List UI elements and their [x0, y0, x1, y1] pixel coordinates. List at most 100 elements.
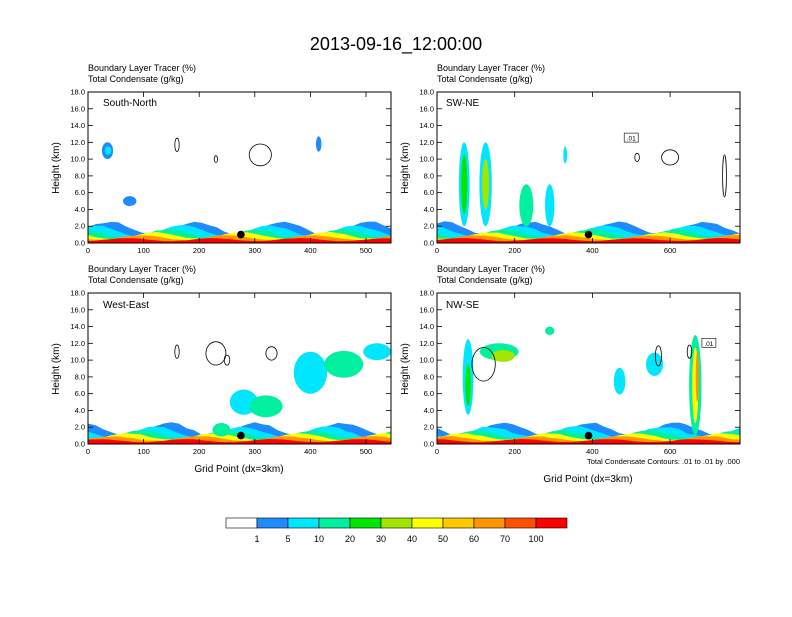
tracer-plume [461, 154, 468, 214]
colorbar-swatch [473, 517, 506, 529]
y-axis-label: Height (km) [400, 142, 411, 194]
tracer-plume [315, 136, 322, 152]
y-tick-label: 10.0 [419, 356, 434, 365]
tracer-plume [545, 326, 555, 335]
colorbar-swatch [318, 517, 351, 529]
contour-label: .01 [627, 136, 636, 143]
tracer-plume [491, 350, 515, 362]
heatmap-layer [437, 326, 740, 444]
contour-note: Total Condensate Contours: .01 to .01 by… [587, 457, 740, 466]
x-tick-label: 400 [586, 246, 599, 255]
panel-label: SW-NE [446, 98, 479, 109]
tracer-plume [249, 395, 283, 418]
y-axis-label: Height (km) [51, 142, 62, 194]
panel-header-line2: Total Condensate (g/kg) [88, 275, 184, 285]
y-tick-label: 4.0 [75, 406, 85, 415]
tracer-band [437, 439, 740, 444]
condensate-contour [223, 354, 231, 366]
colorbar-label: 1 [254, 534, 259, 544]
x-tick-label: 400 [304, 246, 317, 255]
colorbar-swatch [256, 517, 289, 529]
y-tick-label: 14.0 [70, 121, 85, 130]
tracer-plume [613, 367, 626, 395]
y-tick-label: 14.0 [419, 121, 434, 130]
y-tick-label: 2.0 [424, 423, 434, 432]
x-tick-label: 0 [435, 246, 439, 255]
colorbar-label: 70 [500, 534, 510, 544]
x-tick-label: 200 [508, 246, 521, 255]
condensate-contour [205, 341, 227, 366]
panel-south-north: Boundary Layer Tracer (%) Total Condensa… [51, 63, 392, 255]
condensate-contour [248, 143, 272, 167]
tracer-plume [104, 146, 112, 155]
colorbar-swatch [504, 517, 537, 529]
x-tick-label: 100 [137, 447, 150, 456]
y-ticks: 0.0 2.0 4.0 6.0 8.0 10.0 12.0 14.0 16.0 18.0 [419, 289, 740, 449]
condensate-contour [654, 345, 662, 367]
y-tick-label: 6.0 [424, 389, 434, 398]
tracer-plume [482, 159, 490, 210]
plot-frame-overlay [87, 292, 392, 445]
x-tick-label: 200 [193, 246, 206, 255]
condensate-contour [471, 347, 496, 382]
tracer-plume [563, 146, 568, 164]
condensate-contour [174, 344, 180, 359]
tracer-plume [465, 364, 471, 407]
x-tick-label: 300 [249, 246, 262, 255]
contour-label-box [701, 337, 717, 348]
y-ticks: 0.0 2.0 4.0 6.0 8.0 10.0 12.0 14.0 16.0 18.0 [419, 88, 740, 248]
location-marker [237, 431, 245, 440]
y-tick-label: 10.0 [70, 155, 85, 164]
tracer-band [88, 439, 391, 444]
figure-title: 2013-09-16_12:00:00 [310, 34, 482, 55]
colorbar-swatch [287, 517, 320, 529]
plot-frame-overlay [436, 91, 741, 244]
condensate-contour [213, 155, 218, 163]
tracer-plume [519, 184, 534, 227]
panel-header-line1: Boundary Layer Tracer (%) [437, 63, 545, 73]
x-tick-label: 600 [664, 447, 677, 456]
cloud-contours [174, 137, 272, 167]
y-tick-label: 10.0 [419, 155, 434, 164]
location-marker [584, 431, 593, 440]
location-marker [237, 230, 245, 239]
tracer-plume [123, 196, 137, 207]
panel-label: NW-SE [446, 300, 479, 311]
cloud-contours [174, 341, 278, 366]
panel-label: South-North [103, 98, 157, 109]
y-tick-label: 16.0 [70, 305, 85, 314]
y-tick-label: 2.0 [75, 423, 85, 432]
y-tick-label: 2.0 [424, 222, 434, 231]
x-tick-label: 100 [137, 246, 150, 255]
y-tick-label: 18.0 [419, 88, 434, 97]
colorbar-label: 60 [469, 534, 479, 544]
y-tick-label: 18.0 [419, 289, 434, 298]
x-tick-label: 400 [586, 447, 599, 456]
panel-header-line2: Total Condensate (g/kg) [437, 74, 533, 84]
colorbar-swatch [411, 517, 444, 529]
plot-frame-overlay [87, 91, 392, 244]
x-tick-label: 300 [249, 447, 262, 456]
colorbar: 1 5 10 20 30 40 50 60 70 100 [225, 517, 568, 544]
condensate-contour [661, 149, 679, 166]
y-tick-label: 6.0 [424, 188, 434, 197]
y-tick-label: 12.0 [70, 339, 85, 348]
condensate-contour [686, 344, 693, 359]
plot-frame [87, 91, 392, 244]
tracer-plume [212, 423, 231, 437]
tracer-band [437, 238, 740, 243]
tracer-plume [324, 350, 364, 378]
y-tick-label: 10.0 [70, 356, 85, 365]
y-axis-label: Height (km) [400, 343, 411, 395]
y-tick-label: 8.0 [75, 372, 85, 381]
y-tick-label: 0.0 [424, 440, 434, 449]
colorbar-label: 50 [438, 534, 448, 544]
y-tick-label: 12.0 [70, 138, 85, 147]
colorbar-swatch [535, 517, 568, 529]
y-tick-label: 4.0 [424, 205, 434, 214]
y-tick-label: 12.0 [419, 339, 434, 348]
colorbar-swatch [225, 517, 258, 529]
x-tick-label: 200 [193, 447, 206, 456]
y-tick-label: 0.0 [424, 239, 434, 248]
